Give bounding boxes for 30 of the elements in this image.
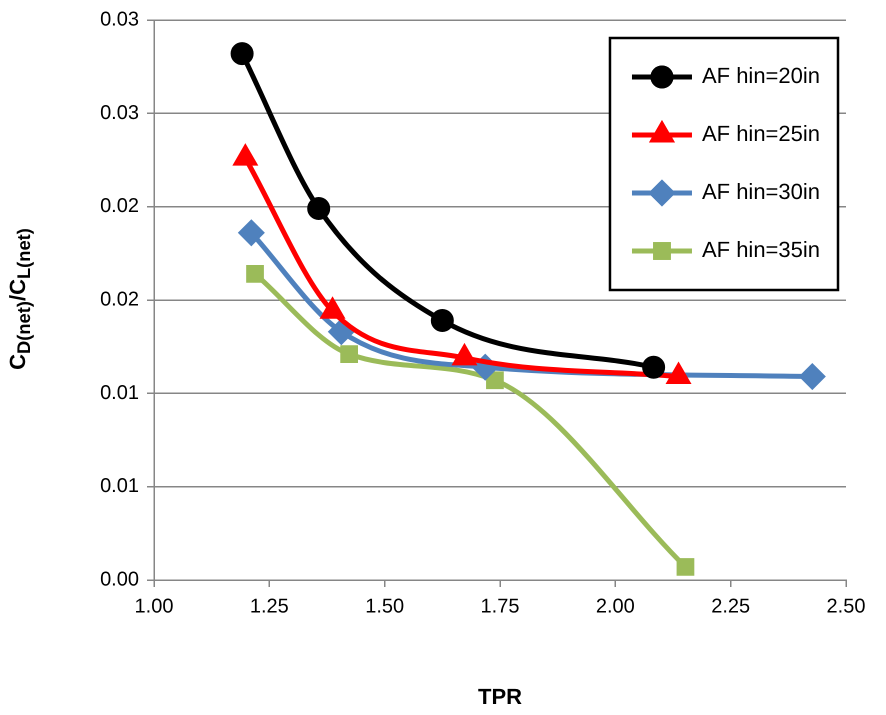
y-tick-label: 0.03 xyxy=(100,102,139,124)
point xyxy=(307,197,330,220)
x-tick-label: 2.00 xyxy=(596,596,635,618)
point xyxy=(246,265,264,283)
legend-label: AF hin=35in xyxy=(702,237,820,262)
x-axis-title: TPR xyxy=(478,684,522,709)
point xyxy=(676,558,694,576)
y-tick-label: 0.02 xyxy=(100,288,139,311)
point xyxy=(230,42,254,66)
point xyxy=(430,309,454,332)
y-tick-label: 0.01 xyxy=(100,475,139,498)
y-tick-label: 0.01 xyxy=(100,382,139,404)
point xyxy=(328,319,354,344)
y-tick-label: 0.00 xyxy=(100,568,139,591)
point xyxy=(340,345,358,363)
point xyxy=(486,371,504,390)
x-tick-label: 1.75 xyxy=(480,596,520,618)
x-tick-label: 1.25 xyxy=(250,596,289,618)
legend-label: AF hin=20in xyxy=(702,63,820,88)
point xyxy=(642,356,666,379)
legend-label: AF hin=30in xyxy=(702,179,820,204)
x-tick-label: 1.00 xyxy=(134,596,174,618)
y-tick-label: 0.03 xyxy=(100,8,139,31)
point xyxy=(800,364,825,390)
x-tick-label: 1.50 xyxy=(365,596,404,618)
legend-label: AF hin=25in xyxy=(702,121,820,146)
x-tick-label: 2.50 xyxy=(826,596,866,618)
y-tick-label: 0.02 xyxy=(100,195,139,218)
point xyxy=(238,220,264,246)
x-tick-label: 2.25 xyxy=(711,596,750,618)
